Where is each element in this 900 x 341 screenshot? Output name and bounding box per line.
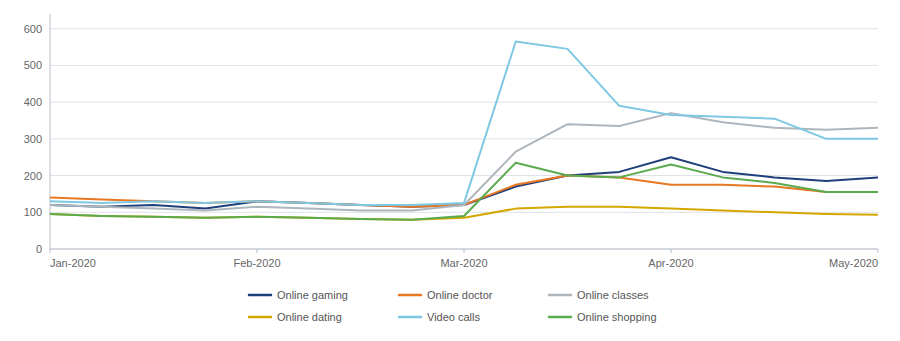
x-tick <box>464 249 465 253</box>
x-tick-label: Mar-2020 <box>440 257 487 269</box>
x-tick <box>878 249 879 253</box>
grid-line <box>50 65 878 66</box>
y-tick-label: 0 <box>36 243 42 255</box>
y-tick-label: 100 <box>24 206 42 218</box>
legend-label: Online gaming <box>277 289 348 301</box>
x-tick <box>671 249 672 253</box>
series-lines <box>50 42 878 220</box>
chart: 0 100 200 300 400 500 600 Jan-2020 Feb-2020 Mar-2… <box>0 0 900 341</box>
x-tick-label: Apr-2020 <box>648 257 693 269</box>
legend-swatch <box>549 316 571 319</box>
grid-line <box>50 102 878 103</box>
grid-line <box>50 138 878 139</box>
legend-label: Online dating <box>277 311 342 323</box>
legend-swatch <box>249 294 271 297</box>
x-tick-label: Feb-2020 <box>233 257 280 269</box>
legend-swatch <box>249 316 271 319</box>
x-tick <box>50 249 51 253</box>
x-tick-label: Jan-2020 <box>50 257 96 269</box>
x-tick-label: May-2020 <box>829 257 878 269</box>
legend-label: Online classes <box>577 289 649 301</box>
y-tick-label: 500 <box>24 59 42 71</box>
y-tick-label: 400 <box>24 96 42 108</box>
y-grid <box>50 29 878 249</box>
x-tick <box>257 249 258 253</box>
y-tick-label: 300 <box>24 133 42 145</box>
series-line <box>50 163 878 220</box>
legend-swatch <box>399 294 421 297</box>
legend-label: Online doctor <box>427 289 493 301</box>
legend-swatch <box>549 294 571 297</box>
legend-label: Video calls <box>427 311 480 323</box>
y-tick-label: 200 <box>24 170 42 182</box>
legend-swatch <box>399 316 421 319</box>
series-line <box>50 113 878 210</box>
legend-label: Online shopping <box>577 311 657 323</box>
grid-line <box>50 28 878 29</box>
legend: Online gaming Online doctor Online classes… <box>249 289 657 323</box>
y-tick-label: 600 <box>24 23 42 35</box>
